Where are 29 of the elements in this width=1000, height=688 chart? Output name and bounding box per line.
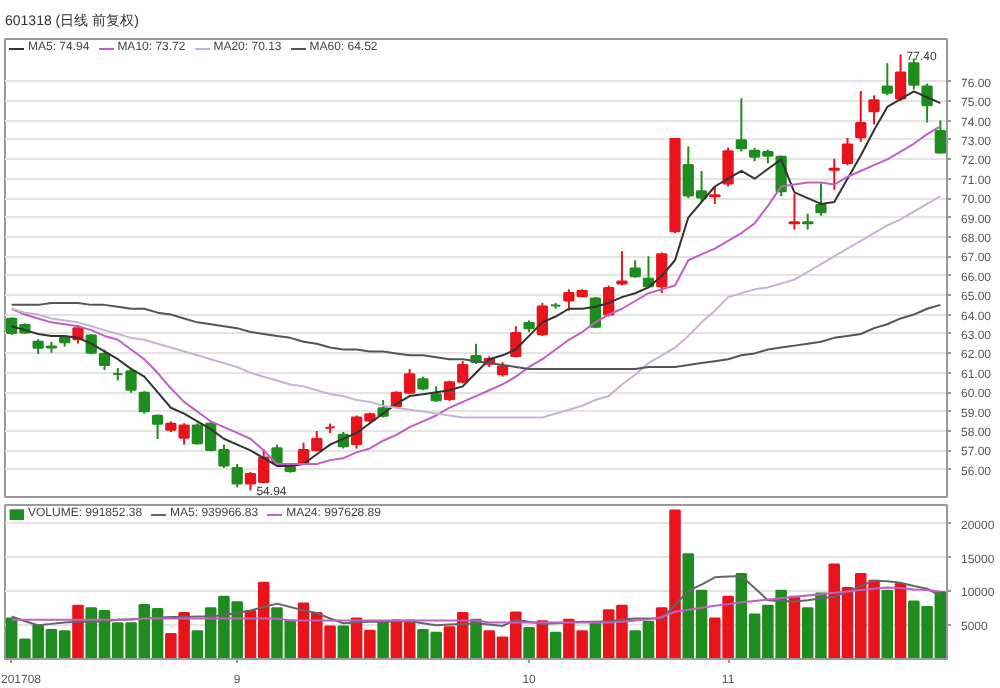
candlestick: [881, 62, 893, 97]
candlestick: [815, 182, 827, 217]
line-series: [10, 301, 942, 370]
bar: [377, 620, 389, 659]
candlestick: [828, 157, 840, 191]
line-series: [10, 195, 942, 419]
candlestick: [894, 53, 907, 103]
line-series: [10, 586, 942, 624]
bar: [337, 625, 350, 659]
bar: [894, 583, 907, 659]
candlestick: [788, 192, 801, 231]
candlestick: [908, 57, 920, 91]
candlestick: [934, 119, 947, 155]
candlestick: [735, 97, 747, 153]
candlestick: [138, 390, 150, 415]
candlestick: [656, 251, 668, 295]
bar: [523, 626, 535, 659]
bar: [72, 604, 84, 659]
candlestick: [151, 413, 164, 440]
candlestick: [722, 146, 734, 188]
candlestick: [868, 94, 880, 126]
line-series: [10, 574, 942, 627]
candlestick: [921, 82, 933, 124]
candlestick: [616, 250, 628, 287]
candlestick: [841, 136, 854, 167]
candlestick: [231, 463, 243, 489]
candlestick: [855, 90, 867, 143]
bar: [549, 631, 562, 659]
bar: [881, 589, 894, 659]
